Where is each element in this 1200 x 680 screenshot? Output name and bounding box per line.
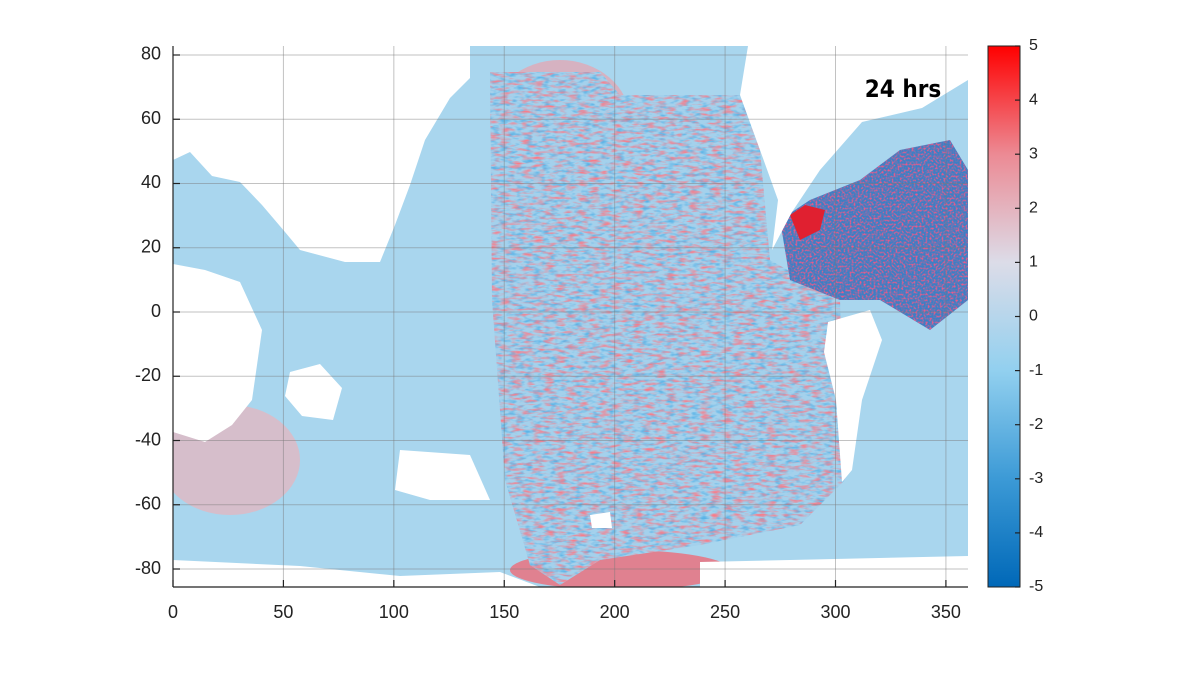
- y-tick-label: 40: [141, 172, 161, 192]
- x-tick-label: 100: [379, 602, 409, 622]
- x-tick-label: 50: [273, 602, 293, 622]
- colorbar-tick-label: 4: [1029, 91, 1038, 108]
- colorbar-tick-label: 3: [1029, 145, 1038, 162]
- colorbar-tick-label: -1: [1029, 362, 1043, 379]
- y-tick-label: 0: [151, 301, 161, 321]
- colorbar-tick-label: -2: [1029, 416, 1043, 433]
- y-tick-label: 60: [141, 108, 161, 128]
- x-tick-label: 300: [820, 602, 850, 622]
- x-tick-label: 150: [489, 602, 519, 622]
- y-tick-label: -60: [135, 494, 161, 514]
- y-tick-label: -80: [135, 558, 161, 578]
- x-tick-label: 200: [600, 602, 630, 622]
- colorbar-tick-label: 1: [1029, 254, 1038, 271]
- y-tick-label: -20: [135, 365, 161, 385]
- x-tick-label: 0: [168, 602, 178, 622]
- colorbar: [987, 45, 1021, 588]
- colorbar-tick-label: 5: [1029, 37, 1038, 54]
- colorbar-tick-label: -4: [1029, 524, 1043, 541]
- annotation: 24 hrs: [865, 75, 941, 103]
- y-tick-label: 80: [141, 44, 161, 64]
- colorbar-tick-label: -3: [1029, 470, 1043, 487]
- x-tick-label: 250: [710, 602, 740, 622]
- field-map: [173, 46, 968, 587]
- y-tick-label: -40: [135, 429, 161, 449]
- y-tick-label: 20: [141, 237, 161, 257]
- colorbar-tick-label: -5: [1029, 578, 1043, 595]
- colorbar-tick-label: 2: [1029, 200, 1038, 217]
- x-tick-label: 350: [931, 602, 961, 622]
- colorbar-tick-label: 0: [1029, 308, 1038, 325]
